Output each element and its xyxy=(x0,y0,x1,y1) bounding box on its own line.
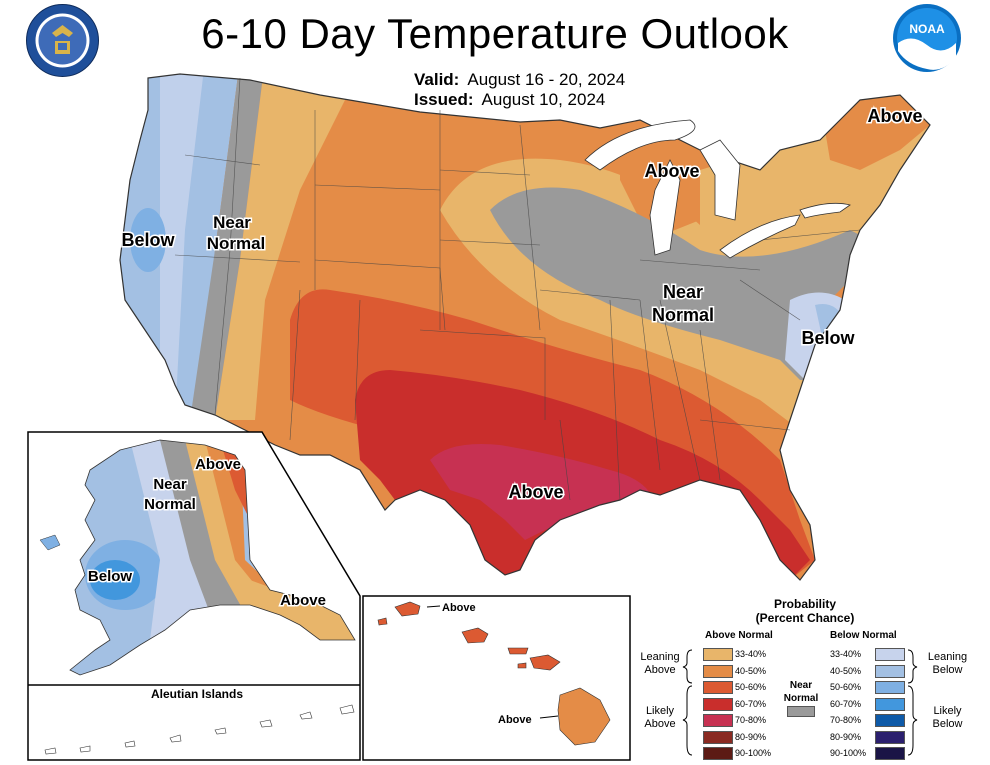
label-above-maine: Above xyxy=(867,106,922,126)
label-aleutian-islands: Aleutian Islands xyxy=(151,687,243,701)
legend-below-swatch-6 xyxy=(875,747,905,760)
legend-above-range-2: 50-60% xyxy=(735,682,767,692)
label-near-ohio-1: Near xyxy=(663,282,703,302)
legend-above-range-3: 60-70% xyxy=(735,698,767,709)
label-below-east: Below xyxy=(801,328,855,348)
label-below-ak: Below xyxy=(88,568,133,585)
label-above-hawaii-south: Above xyxy=(498,714,532,726)
legend-below-swatch-0 xyxy=(875,648,905,661)
legend-above-range-4: 70-80% xyxy=(735,715,767,725)
legend-above-range-6: 90-100% xyxy=(735,748,772,758)
legend-above-swatch-5 xyxy=(703,730,733,744)
label-near-ohio-2: Normal xyxy=(652,305,714,325)
legend-near-normal: Near Normal xyxy=(783,680,819,704)
legend-below-range-6: 90-100% xyxy=(830,748,867,758)
legend-below-range-2: 50-60% xyxy=(830,682,862,692)
legend-above-swatch-3 xyxy=(703,697,733,711)
legend-above-header: Above Normal xyxy=(705,630,773,641)
legend-above-swatch-0 xyxy=(703,648,733,661)
legend-below-range-3: 60-70% xyxy=(830,698,862,709)
label-above-michigan: Above xyxy=(644,161,699,181)
label-above-hawaii-north: Above xyxy=(442,602,476,614)
svg-text:NOAA: NOAA xyxy=(909,22,945,36)
legend-below-range-5: 80-90% xyxy=(830,731,862,742)
legend-below-range-1: 40-50% xyxy=(830,665,862,676)
legend-above-swatch-2 xyxy=(703,681,733,694)
label-near-ak-1: Near xyxy=(153,476,187,493)
legend-likely-above: Likely Above xyxy=(644,705,676,730)
legend-below-range-4: 70-80% xyxy=(830,715,862,725)
label-below-west: Below xyxy=(121,230,175,250)
label-above-texas: Above xyxy=(508,482,563,502)
legend-below-swatch-5 xyxy=(875,730,905,744)
legend-below-range-0: 33-40% xyxy=(830,649,862,659)
legend-below-swatch-3 xyxy=(875,697,905,711)
legend-title: Probability xyxy=(773,597,836,611)
legend-below-swatch-2 xyxy=(875,681,905,694)
noaa-logo: NOAA xyxy=(893,4,961,72)
page-title: 6-10 Day Temperature Outlook xyxy=(201,10,789,57)
legend-subtitle: (Percent Chance) xyxy=(755,611,855,625)
legend-braces xyxy=(682,649,918,756)
label-near-west-2: Normal xyxy=(207,234,266,253)
legend-below-header: Below Normal xyxy=(830,630,897,641)
legend-above-swatch-6 xyxy=(703,747,733,760)
department-of-commerce-seal xyxy=(26,4,99,77)
legend-below-swatch-4 xyxy=(875,714,905,727)
label-near-west-1: Near xyxy=(213,213,251,232)
legend-leaning-below: Leaning Below xyxy=(927,651,968,676)
legend-leaning-above: Leaning Above xyxy=(640,651,680,676)
legend-above-range-0: 33-40% xyxy=(735,649,767,659)
legend-above-range-1: 40-50% xyxy=(735,665,767,676)
legend-below-swatch-1 xyxy=(875,664,905,678)
legend: Probability (Percent Chance) Above Norma… xyxy=(630,595,980,763)
legend-likely-below: Likely Below xyxy=(932,705,963,730)
legend-near-swatch xyxy=(787,706,815,717)
label-above-ak-north: Above xyxy=(195,456,241,473)
issued-date: Issued: August 10, 2024 xyxy=(414,90,606,109)
legend-above-range-5: 80-90% xyxy=(735,731,767,742)
label-above-ak-south: Above xyxy=(280,592,326,609)
label-near-ak-2: Normal xyxy=(144,496,196,513)
legend-above-swatch-1 xyxy=(703,664,733,678)
legend-above-swatch-4 xyxy=(703,714,733,727)
valid-dates: Valid: August 16 - 20, 2024 xyxy=(414,70,626,89)
